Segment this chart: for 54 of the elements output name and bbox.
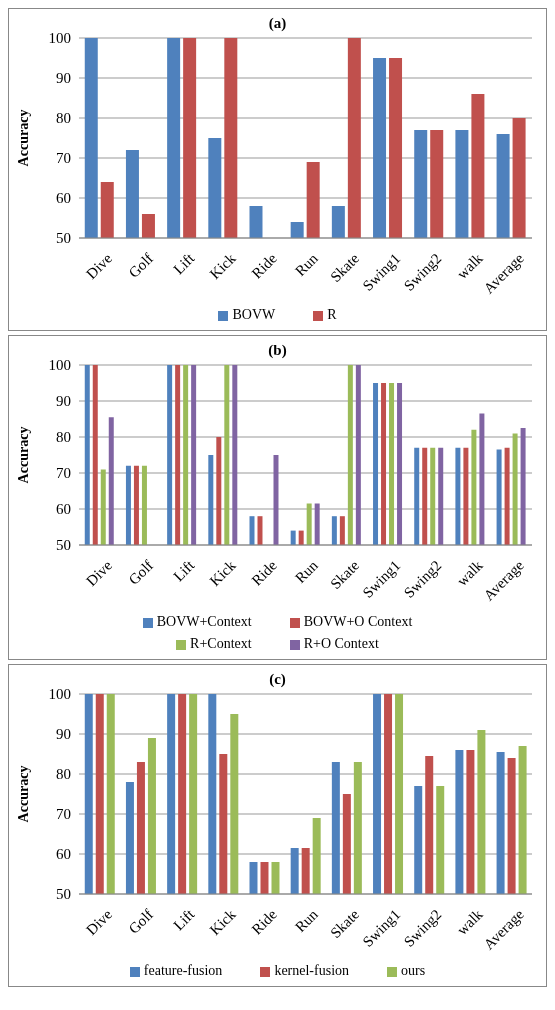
y-tick-label: 90 — [56, 726, 71, 743]
x-tick-label: Run — [291, 556, 322, 587]
x-tick-label: Golf — [125, 250, 157, 281]
x-tick-label: Lift — [170, 249, 199, 278]
y-tick-label: 50 — [56, 230, 71, 247]
legend-label: R — [327, 307, 337, 322]
x-tick-label: Kick — [206, 905, 239, 939]
x-tick-label: walk — [453, 905, 487, 939]
legend-label: kernel-fusion — [274, 963, 350, 978]
legend-label: ours — [401, 963, 426, 978]
y-tick-label: 90 — [56, 70, 71, 87]
x-tick-label: Lift — [170, 905, 199, 934]
x-tick-label: Golf — [125, 906, 157, 937]
x-tick-label: Run — [291, 905, 322, 936]
y-tick-label: 80 — [56, 429, 71, 446]
x-tick-label: Dive — [83, 905, 116, 939]
y-tick-label: 50 — [56, 886, 71, 903]
y-tick-label: 60 — [56, 501, 71, 518]
y-tick-label: 90 — [56, 393, 71, 410]
legend-label: feature-fusion — [143, 963, 223, 978]
y-tick-label: 100 — [48, 357, 71, 374]
x-tick-label: Kick — [206, 249, 239, 283]
y-tick-label: 100 — [48, 686, 71, 703]
chart-title: (a) — [267, 14, 288, 32]
x-tick-label: Golf — [125, 557, 157, 588]
y-axis-title: Accuracy — [15, 426, 31, 484]
y-tick-label: 80 — [56, 766, 71, 783]
y-tick-label: 80 — [56, 110, 71, 127]
x-tick-label: walk — [453, 556, 487, 590]
y-tick-label: 70 — [56, 806, 71, 823]
x-tick-label: Run — [291, 249, 322, 280]
y-tick-label: 100 — [48, 30, 71, 47]
x-tick-label: Dive — [83, 556, 116, 590]
y-tick-label: 70 — [56, 150, 71, 167]
y-tick-label: 70 — [56, 465, 71, 482]
chart-title: (b) — [267, 341, 288, 359]
legend-label: BOVW — [232, 307, 276, 322]
x-tick-label: Ride — [248, 249, 281, 282]
x-tick-label: walk — [453, 249, 487, 283]
x-tick-label: Ride — [248, 905, 281, 938]
y-tick-label: 50 — [56, 537, 71, 554]
x-tick-label: Dive — [83, 249, 116, 283]
legend-label: R+O Context — [303, 636, 379, 651]
y-axis-title: Accuracy — [15, 109, 31, 167]
y-tick-label: 60 — [56, 190, 71, 207]
chart-title: (c) — [268, 670, 287, 688]
y-tick-label: 60 — [56, 846, 71, 863]
legend-label: BOVW+Context — [156, 614, 252, 629]
legend-label: R+Context — [190, 636, 252, 651]
y-axis-title: Accuracy — [15, 765, 31, 823]
x-tick-label: Kick — [206, 556, 239, 590]
legend-label: BOVW+O Context — [303, 614, 413, 629]
x-tick-label: Lift — [170, 556, 199, 585]
x-tick-label: Ride — [248, 556, 281, 589]
